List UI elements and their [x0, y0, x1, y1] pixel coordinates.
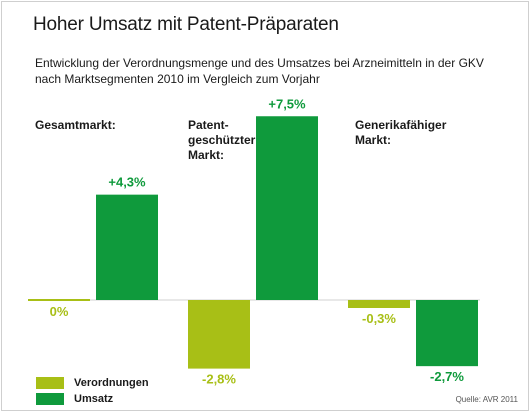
- data-label-verordnungen-1: -2,8%: [202, 372, 236, 387]
- segment-label-generika: Generikafähiger Markt:: [355, 118, 446, 148]
- bar-verordnungen-0: [28, 299, 90, 301]
- segment-label-line: Gesamtmarkt:: [35, 118, 116, 132]
- data-label-umsatz-0: +4,3%: [108, 175, 146, 190]
- chart-title: Hoher Umsatz mit Patent-Präparaten: [33, 14, 339, 35]
- legend-item-verordnungen: Verordnungen: [36, 376, 149, 390]
- legend-swatch-umsatz: [36, 393, 64, 405]
- source-note: Quelle: AVR 2011: [455, 395, 518, 404]
- data-label-verordnungen-0: 0%: [50, 304, 69, 319]
- bar-verordnungen-1: [188, 300, 250, 369]
- segment-label-line: Generikafähiger: [355, 118, 447, 132]
- segment-label-line: geschützter: [188, 133, 256, 147]
- bar-umsatz-2: [416, 300, 478, 367]
- legend-swatch-verordnungen: [36, 377, 64, 389]
- segment-label-line: Markt:: [355, 133, 392, 147]
- data-label-umsatz-1: +7,5%: [268, 96, 306, 111]
- legend-label-umsatz: Umsatz: [74, 393, 114, 405]
- segment-label-patent: Patent- geschützter Markt:: [188, 118, 255, 163]
- legend-label-verordnungen: Verordnungen: [74, 377, 149, 389]
- segment-label-line: Markt:: [188, 148, 225, 162]
- chart-subtitle: Entwicklung der Verordnungsmenge und des…: [35, 56, 484, 86]
- data-label-umsatz-2: -2,7%: [430, 369, 464, 384]
- bar-verordnungen-2: [348, 300, 410, 308]
- segment-label-gesamtmarkt: Gesamtmarkt:: [35, 118, 116, 133]
- bar-umsatz-0: [96, 194, 158, 300]
- data-label-verordnungen-2: -0,3%: [362, 311, 396, 326]
- segment-label-line: Patent-: [188, 118, 229, 132]
- legend-item-umsatz: Umsatz: [36, 392, 113, 406]
- bar-umsatz-1: [256, 116, 318, 300]
